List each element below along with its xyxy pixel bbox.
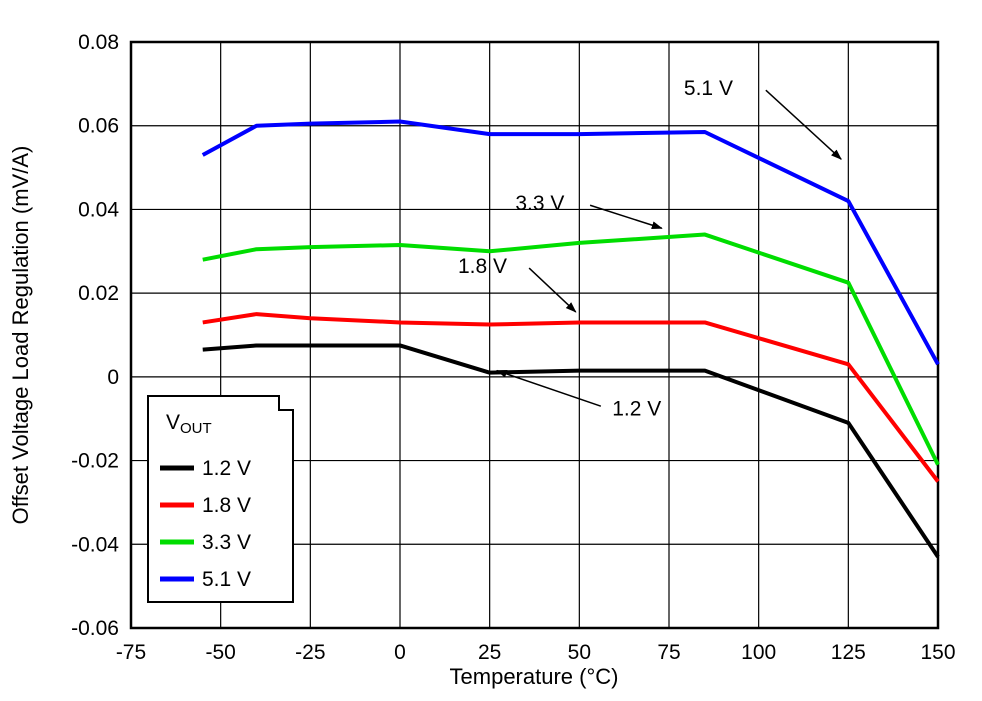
x-tick-label: -25 xyxy=(295,641,325,664)
x-tick-label: 100 xyxy=(741,641,776,664)
y-tick-label: 0 xyxy=(107,366,119,389)
legend-item-label: 1.2 V xyxy=(202,457,251,480)
series-line-1.8V xyxy=(202,312,940,483)
x-tick-label: 0 xyxy=(394,641,406,664)
annotation-arrow xyxy=(765,89,842,160)
series-line-5.1V xyxy=(201,119,940,366)
annotation-label: 1.2 V xyxy=(612,397,661,420)
annotation-arrow xyxy=(528,267,577,313)
legend-item-label: 3.3 V xyxy=(202,531,251,554)
annotation-label: 5.1 V xyxy=(684,77,733,100)
y-tick-label: -0.02 xyxy=(71,450,119,473)
y-tick-label: -0.06 xyxy=(71,617,119,640)
x-tick-label: 150 xyxy=(920,641,955,664)
annotation-arrow xyxy=(495,369,602,407)
series-line-3.3V xyxy=(202,232,940,466)
x-axis-title: Temperature (°C) xyxy=(450,664,619,689)
annotation-arrow xyxy=(589,204,663,230)
x-tick-label: -75 xyxy=(116,641,146,664)
y-tick-label: -0.04 xyxy=(71,533,119,556)
legend-box xyxy=(147,395,294,603)
x-tick-label: 125 xyxy=(831,641,866,664)
x-tick-label: 50 xyxy=(568,641,591,664)
plot-border xyxy=(129,40,940,630)
y-tick-label: 0.08 xyxy=(78,31,119,54)
series-line-1.2V xyxy=(202,343,940,558)
legend-item-label: 5.1 V xyxy=(202,568,251,591)
legend-title: VOUT xyxy=(166,411,212,437)
x-tick-label: 25 xyxy=(478,641,501,664)
annotation-label: 3.3 V xyxy=(515,192,564,215)
x-tick-label: -50 xyxy=(205,641,235,664)
y-tick-label: 0.04 xyxy=(78,198,119,221)
legend-item-label: 1.8 V xyxy=(202,494,251,517)
y-tick-label: 0.02 xyxy=(78,282,119,305)
y-tick-label: 0.06 xyxy=(78,115,119,138)
x-tick-label: 75 xyxy=(657,641,680,664)
y-axis-title: Offset Voltage Load Regulation (mV/A) xyxy=(8,146,33,525)
annotation-label: 1.8 V xyxy=(458,255,507,278)
